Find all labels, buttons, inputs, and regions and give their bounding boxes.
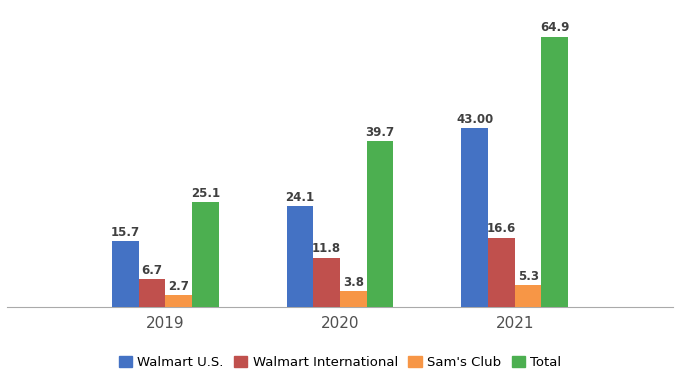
Text: 64.9: 64.9	[540, 21, 570, 34]
Text: 24.1: 24.1	[286, 191, 314, 204]
Bar	[541, 37, 568, 307]
Text: 15.7: 15.7	[111, 226, 139, 239]
Legend: Walmart U.S., Walmart International, Sam's Club, Total: Walmart U.S., Walmart International, Sam…	[115, 352, 565, 373]
Text: 6.7: 6.7	[141, 264, 163, 277]
Text: 39.7: 39.7	[366, 126, 394, 140]
Text: 2.7: 2.7	[168, 280, 189, 293]
Bar	[488, 237, 515, 307]
Text: 25.1: 25.1	[191, 187, 220, 200]
Text: 11.8: 11.8	[312, 242, 341, 255]
Text: 43.00: 43.00	[456, 113, 493, 126]
Text: 5.3: 5.3	[517, 270, 539, 282]
Bar	[515, 285, 541, 307]
Bar	[461, 128, 488, 307]
Bar	[165, 295, 192, 307]
Text: 3.8: 3.8	[343, 276, 364, 289]
Bar	[139, 279, 165, 307]
Bar	[340, 291, 367, 307]
Bar	[112, 241, 139, 307]
Bar	[286, 206, 313, 307]
Bar	[192, 202, 219, 307]
Bar	[367, 141, 394, 307]
Bar	[313, 258, 340, 307]
Text: 16.6: 16.6	[487, 223, 516, 236]
